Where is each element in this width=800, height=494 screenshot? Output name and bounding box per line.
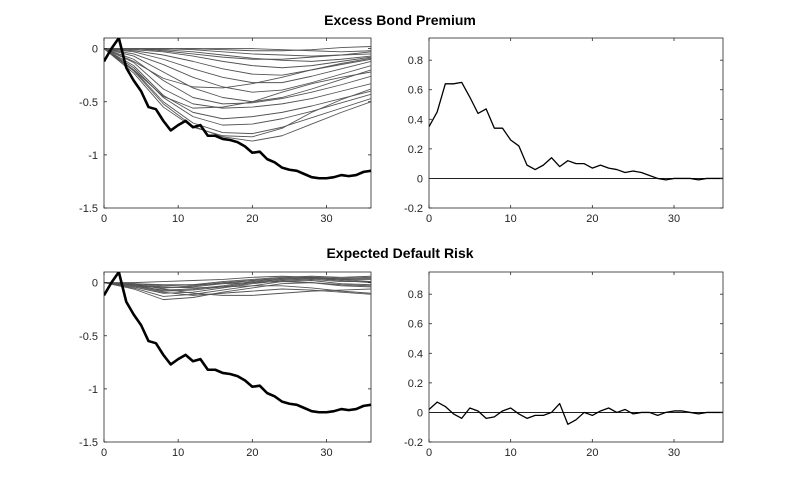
axes-frame	[428, 271, 724, 443]
x-tick-label: 20	[586, 447, 598, 459]
family-line-9	[104, 281, 371, 287]
family-line-4	[104, 278, 371, 294]
x-tick-label: 20	[246, 447, 258, 459]
y-tick-label: -0.2	[404, 437, 423, 449]
y-tick-label: 0	[417, 173, 423, 185]
family-line-17	[104, 48, 371, 89]
x-tick-label: 30	[320, 213, 332, 225]
x-tick-label: 10	[505, 447, 517, 459]
family-line-16	[104, 48, 371, 109]
family-line-18	[104, 48, 371, 60]
series-line-1	[429, 401, 723, 425]
y-tick-label: 0.6	[408, 85, 423, 97]
y-tick-label: -1	[88, 384, 98, 396]
family-line-7	[104, 48, 371, 93]
family-line-4	[104, 48, 371, 69]
chart-title: Excess Bond Premium	[324, 12, 476, 28]
family-line-11	[104, 277, 371, 292]
y-tick-label: 0.4	[408, 348, 423, 360]
y-tick-label: -1.5	[79, 203, 98, 215]
family-line-3	[104, 48, 371, 62]
chart-title: Expected Default Risk	[326, 245, 473, 261]
series-line-1	[429, 81, 723, 181]
chart-panel-3: 0 10 20 30 -1.5 -1 -0.5 0 Expected Default Risk	[79, 245, 474, 459]
y-tick-label: 0.4	[408, 114, 423, 126]
family-line-6	[104, 48, 371, 84]
family-line-12	[104, 282, 371, 296]
series-line-1	[104, 38, 371, 180]
family-line-14	[104, 48, 371, 142]
plot-area	[104, 38, 371, 180]
y-tick-label: 0.2	[408, 144, 423, 156]
y-tick-label: 0	[92, 278, 98, 290]
x-tick-label: 20	[586, 213, 598, 225]
x-tick-label: 10	[172, 213, 184, 225]
family-line-10	[104, 48, 371, 109]
axes-frame	[428, 37, 724, 209]
chart-panel-2: 0 10 20 30-0.200.20.40.60.8	[404, 37, 724, 225]
x-tick-label: 30	[320, 447, 332, 459]
x-tick-label: 30	[668, 447, 680, 459]
chart-panel-1: 0 10 20 30 -1.5 -1 -0.5 0 Excess Bond Premium	[79, 12, 476, 225]
plot-area	[429, 401, 723, 425]
series-line-1	[104, 272, 371, 414]
family-line-8	[104, 282, 371, 294]
x-tick-label: 0	[101, 213, 107, 225]
y-tick-label: 0	[417, 407, 423, 419]
axes-frame	[103, 271, 372, 443]
family-line-19	[104, 46, 371, 52]
family-line-1	[104, 275, 371, 287]
family-line-5	[104, 280, 371, 297]
family-line-7	[104, 276, 371, 289]
y-tick-label: -0.2	[404, 203, 423, 215]
family-line-5	[104, 48, 371, 76]
y-tick-label: -0.5	[79, 331, 98, 343]
x-tick-label: 10	[505, 213, 517, 225]
family-line-10	[104, 275, 371, 284]
y-tick-label: 0.6	[408, 319, 423, 331]
family-line-13	[104, 48, 371, 135]
family-line-11	[104, 48, 371, 120]
family-line-15	[104, 48, 371, 138]
family-line-6	[104, 282, 371, 301]
y-tick-label: 0	[92, 44, 98, 56]
family-line-8	[104, 48, 371, 103]
y-tick-label: -1.5	[79, 437, 98, 449]
x-tick-label: 20	[246, 213, 258, 225]
chart-panel-4: 0 10 20 30-0.200.20.40.60.8	[404, 271, 724, 459]
y-tick-label: -0.5	[79, 97, 98, 109]
x-tick-label: 0	[426, 213, 432, 225]
x-tick-label: 0	[426, 447, 432, 459]
y-tick-label: 0.8	[408, 289, 423, 301]
plot-area	[429, 81, 723, 181]
family-line-13	[104, 282, 371, 296]
x-tick-label: 0	[101, 447, 107, 459]
x-tick-label: 10	[172, 447, 184, 459]
y-tick-label: 0.2	[408, 378, 423, 390]
y-tick-label: -1	[88, 150, 98, 162]
x-tick-label: 30	[668, 213, 680, 225]
y-tick-label: 0.8	[408, 55, 423, 67]
plot-area	[104, 272, 371, 414]
